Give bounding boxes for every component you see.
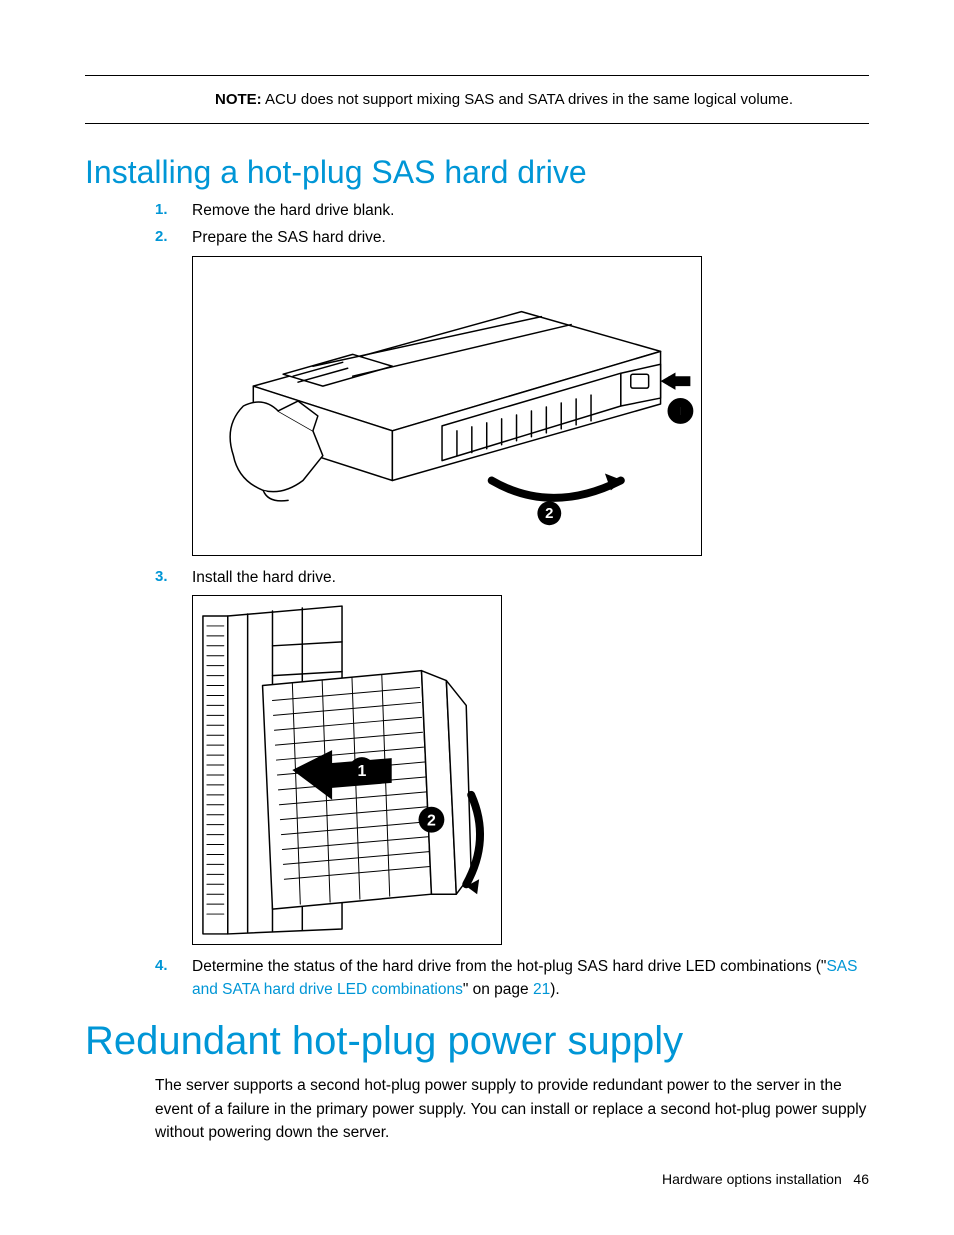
step-text: Prepare the SAS hard drive.: [192, 229, 386, 246]
heading-redundant-psu: Redundant hot-plug power supply: [85, 1019, 869, 1064]
svg-text:1: 1: [676, 403, 684, 419]
heading-install-sas: Installing a hot-plug SAS hard drive: [85, 154, 869, 191]
note-block: NOTE: ACU does not support mixing SAS an…: [85, 75, 869, 124]
step-number: 1.: [155, 199, 168, 222]
link-page-ref[interactable]: 21: [533, 981, 550, 998]
step-4: 4. Determine the status of the hard driv…: [155, 955, 869, 1002]
step-1: 1. Remove the hard drive blank.: [155, 199, 869, 222]
install-sas-steps: 1. Remove the hard drive blank. 2. Prepa…: [85, 199, 869, 1001]
step-number: 3.: [155, 566, 168, 589]
redundant-psu-body: The server supports a second hot-plug po…: [85, 1074, 869, 1144]
page-footer: Hardware options installation 46: [662, 1171, 869, 1187]
note-label: NOTE:: [215, 91, 262, 108]
step-text-mid: " on page: [463, 981, 533, 998]
svg-text:2: 2: [427, 812, 436, 829]
figure-prepare-drive: 1 2: [192, 256, 702, 556]
footer-page-number: 46: [853, 1171, 869, 1187]
step-text-post: ).: [550, 981, 559, 998]
svg-text:2: 2: [545, 506, 553, 522]
step-number: 2.: [155, 226, 168, 249]
step-text: Remove the hard drive blank.: [192, 202, 394, 219]
figure-install-drive: 1 2: [192, 595, 502, 945]
step-text-pre: Determine the status of the hard drive f…: [192, 958, 826, 975]
note-text: ACU does not support mixing SAS and SATA…: [262, 91, 793, 108]
step-3: 3. Install the hard drive.: [155, 566, 869, 945]
step-text: Install the hard drive.: [192, 569, 336, 586]
step-number: 4.: [155, 955, 168, 978]
svg-text:1: 1: [357, 763, 366, 780]
step-2: 2. Prepare the SAS hard drive.: [155, 226, 869, 555]
footer-label: Hardware options installation: [662, 1171, 842, 1187]
document-page: NOTE: ACU does not support mixing SAS an…: [0, 0, 954, 1235]
